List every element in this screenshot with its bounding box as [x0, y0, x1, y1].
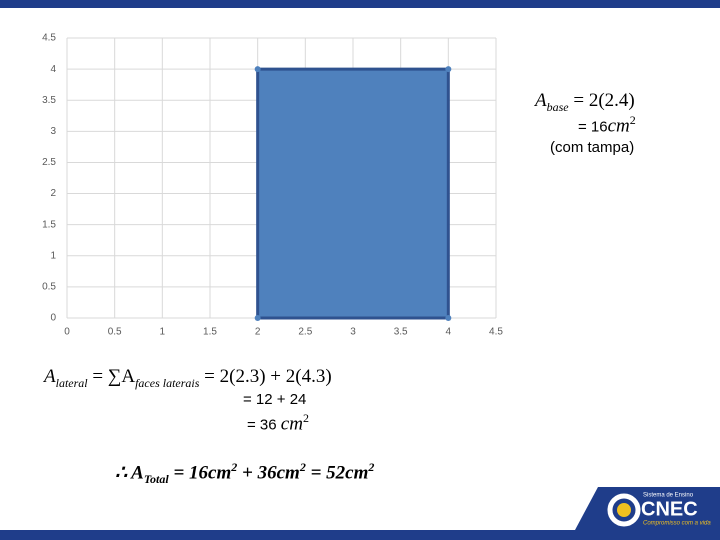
point	[445, 315, 452, 321]
subscript: faces laterais	[135, 375, 200, 390]
point	[445, 66, 452, 73]
y-tick-label: 3.5	[42, 95, 56, 106]
total-formula: ∴ ATotal = 16cm2 + 36cm2 = 52cm2	[115, 460, 374, 487]
term: + 36cm	[237, 462, 300, 484]
y-tick-label: 3	[50, 126, 56, 137]
point	[254, 315, 261, 321]
unit: cm	[607, 115, 630, 137]
exponent: 2	[299, 460, 306, 474]
lateral-result: = 36 cm2	[247, 411, 309, 435]
bottom-bar	[0, 530, 720, 540]
symbol: A	[44, 366, 56, 387]
y-tick-label: 2.5	[42, 157, 56, 168]
term: = 52cm	[305, 462, 369, 484]
result: = 16	[578, 118, 608, 136]
expression: = 2(2.4)	[568, 90, 635, 111]
x-tick-label: 4	[446, 327, 452, 338]
base-note: (com tampa)	[550, 139, 635, 156]
x-tick-label: 2.5	[298, 327, 312, 338]
point	[254, 66, 261, 73]
x-tick-label: 3.5	[394, 327, 408, 338]
exponent: 2	[368, 460, 375, 474]
y-tick-label: 0	[50, 313, 56, 324]
logo-brand: CNEC	[641, 498, 698, 520]
subscript: lateral	[55, 375, 88, 390]
base-formula: Abase = 2(2.4)	[535, 90, 635, 115]
x-tick-label: 0	[64, 327, 70, 338]
symbol: A	[535, 90, 547, 111]
x-tick-label: 1.5	[203, 327, 217, 338]
x-tick-label: 3	[350, 327, 356, 338]
logo-icon	[607, 493, 641, 527]
logo-tagline: Compromisso com a vida	[643, 521, 711, 527]
y-tick-label: 1	[50, 250, 56, 261]
therefore: ∴	[115, 462, 132, 484]
logo-icon-center	[617, 503, 631, 517]
x-tick-label: 0.5	[108, 327, 122, 338]
logo-tagline: Sistema de Ensino	[643, 493, 694, 499]
result: = 36	[247, 416, 281, 434]
exponent: 2	[302, 411, 309, 425]
y-tick-label: 2	[50, 188, 56, 199]
term: = 16cm	[168, 462, 232, 484]
x-tick-label: 2	[255, 327, 261, 338]
expression: = 2(2.3) + 2(4.3)	[199, 366, 332, 387]
y-tick-label: 0.5	[42, 282, 56, 293]
y-tick-label: 4	[50, 64, 56, 75]
y-tick-label: 4.5	[42, 33, 56, 44]
x-tick-label: 1	[160, 327, 166, 338]
lateral-step: = 12 + 24	[243, 391, 307, 408]
unit: cm	[280, 413, 303, 435]
exponent: 2	[231, 460, 238, 474]
sum: = ∑A	[87, 366, 136, 387]
symbol: A	[131, 462, 144, 484]
subscript: Total	[143, 472, 169, 487]
x-tick-label: 4.5	[489, 327, 503, 338]
top-bar	[0, 0, 720, 8]
exponent: 2	[629, 113, 636, 127]
base-result: = 16cm2	[578, 113, 636, 137]
y-tick-label: 1.5	[42, 219, 56, 230]
shape-fill	[256, 67, 450, 320]
lateral-formula: Alateral = ∑Afaces laterais = 2(2.3) + 2…	[44, 366, 332, 391]
subscript: base	[546, 99, 569, 114]
